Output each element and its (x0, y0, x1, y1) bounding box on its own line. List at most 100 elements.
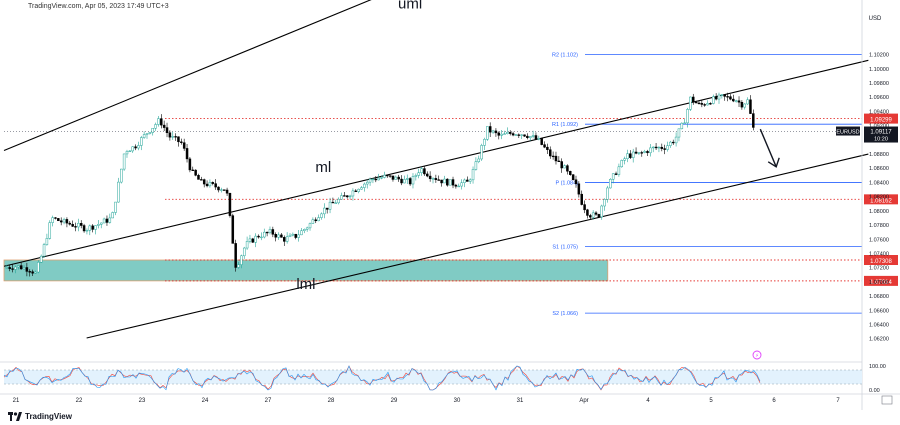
candle-body (709, 103, 712, 105)
candle-body (85, 230, 89, 232)
candle-body (574, 179, 578, 185)
candle-body (188, 158, 192, 171)
pivot-label: S2 (1.066) (552, 311, 578, 317)
candle-body (174, 136, 177, 138)
candle-body (220, 189, 223, 191)
candle-body (591, 212, 595, 218)
candle-body (660, 146, 664, 149)
tradingview-brand: TradingView (8, 412, 72, 422)
candle-body (151, 127, 154, 133)
candle-body (406, 178, 409, 180)
candle-body (5, 267, 9, 269)
candle-body (17, 265, 20, 268)
candle-body (280, 234, 283, 238)
candle-body (108, 217, 112, 223)
level-tag (864, 255, 898, 266)
time-tick-label: 7 (836, 398, 840, 404)
time-tick-label: 4 (646, 398, 650, 404)
candle-body (669, 141, 672, 146)
candle-body (408, 178, 412, 185)
candle-body (328, 201, 332, 210)
candle-body (503, 133, 506, 135)
candle-body (546, 146, 549, 150)
candle-body (371, 178, 375, 181)
candle-body (657, 146, 661, 149)
candle-body (443, 178, 446, 184)
candle-body (448, 179, 452, 186)
candle-body (497, 132, 501, 136)
candle-body (340, 195, 343, 200)
price-tick-label: 1.08200 (869, 195, 889, 201)
candle-body (171, 136, 174, 138)
candle-body (394, 176, 398, 180)
candle-body (8, 267, 11, 269)
candle-body (531, 135, 535, 137)
price-tick-label: 1.08400 (869, 180, 889, 186)
candle-body (451, 179, 455, 186)
price-tick-label: 1.10000 (869, 67, 889, 73)
candle-body (697, 102, 701, 105)
candle-body (486, 126, 489, 140)
candle-body (729, 96, 732, 100)
candle-body (288, 234, 292, 237)
candle-body (308, 223, 312, 229)
candle-body (97, 224, 100, 226)
candle-body (740, 102, 744, 108)
candle-body (411, 176, 415, 185)
forecast-arrow-head (767, 157, 780, 168)
candle-body (597, 214, 601, 218)
candle-body (380, 177, 383, 179)
candle-body (720, 94, 724, 96)
candle-body (117, 181, 120, 203)
price-tick-label: 1.08600 (869, 166, 889, 172)
candle-body (414, 175, 418, 177)
candle-body (202, 179, 206, 185)
price-tick-label: 1.07600 (869, 237, 889, 243)
candle-body (242, 247, 246, 257)
candle-body (617, 166, 621, 175)
candle-body (734, 100, 738, 102)
candle-body (383, 174, 386, 178)
candle-body (500, 133, 503, 136)
candle-body (180, 141, 183, 143)
alert-lightning-icon (752, 350, 762, 360)
candle-body (377, 177, 380, 181)
candle-body (517, 134, 521, 136)
candle-body (700, 103, 704, 105)
candle-body (162, 124, 166, 128)
candle-body (631, 151, 635, 158)
time-tick-label: 22 (76, 398, 83, 404)
candle-body (157, 118, 160, 125)
candle-body (471, 169, 475, 181)
candle-body (354, 190, 358, 192)
candle-body (274, 234, 277, 238)
candle-body (57, 218, 60, 222)
channel-label: lml (296, 276, 315, 293)
candle-body (491, 130, 495, 133)
price-tick-label: 1.07200 (869, 266, 889, 272)
candle-body (680, 122, 684, 130)
candle-body (365, 181, 369, 185)
candle-body (177, 136, 180, 143)
candle-body (609, 179, 612, 189)
candle-body (706, 103, 709, 106)
candle-body (197, 175, 200, 180)
candle-body (59, 220, 63, 223)
candle-body (428, 175, 432, 179)
candle-body (749, 99, 752, 114)
time-tick-label: 31 (517, 398, 524, 404)
time-tick-label: 24 (202, 398, 209, 404)
candle-body (374, 178, 378, 181)
candle-body (586, 209, 589, 216)
oscillator-tick-label: 0.00 (869, 388, 880, 394)
candle-body (25, 267, 29, 272)
candle-body (360, 187, 363, 190)
candle-body (571, 174, 575, 181)
candle-body (134, 146, 137, 149)
candle-body (654, 146, 658, 149)
candle-body (191, 169, 195, 171)
candle-body (629, 153, 632, 158)
channel-label: uml (398, 0, 422, 12)
level-price-label: 1.07014 (870, 280, 892, 286)
